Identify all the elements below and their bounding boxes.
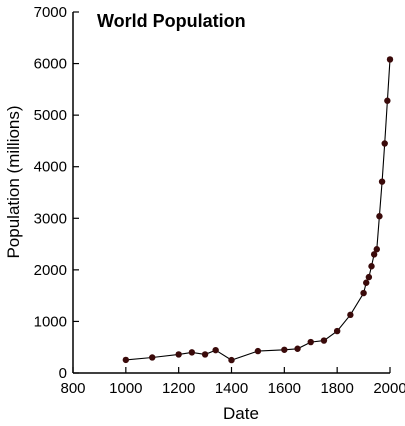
data-point xyxy=(384,97,391,104)
y-tick-label: 2000 xyxy=(34,262,67,279)
data-point xyxy=(381,140,388,147)
data-point xyxy=(386,56,394,63)
x-tick-label: 2000 xyxy=(373,380,405,397)
y-tick-label: 5000 xyxy=(34,107,67,124)
x-axis-title: Date xyxy=(223,404,259,423)
x-tick-label: 1200 xyxy=(162,380,195,397)
data-point xyxy=(320,337,328,344)
y-tick-label: 3000 xyxy=(34,210,67,227)
data-point xyxy=(365,273,373,281)
y-tick-label: 0 xyxy=(59,365,67,382)
data-point xyxy=(294,345,301,352)
data-point xyxy=(149,354,156,361)
axes xyxy=(72,12,390,374)
data-point xyxy=(373,246,380,253)
data-point xyxy=(122,356,130,364)
y-tick-label: 1000 xyxy=(34,313,67,330)
data-points xyxy=(122,56,394,364)
y-axis-title: Population (millions) xyxy=(4,105,23,258)
y-tick-label: 7000 xyxy=(34,4,67,21)
data-point xyxy=(370,251,378,258)
data-point xyxy=(376,213,383,220)
data-point xyxy=(368,263,375,270)
data-point xyxy=(333,327,341,335)
data-point xyxy=(212,346,219,354)
data-point xyxy=(363,279,370,286)
x-tick-label: 1600 xyxy=(268,380,301,397)
data-point xyxy=(281,346,288,353)
y-tick-label: 6000 xyxy=(34,56,67,73)
data-point xyxy=(307,338,314,346)
data-point xyxy=(175,351,182,358)
chart-title: World Population xyxy=(97,11,246,31)
data-point xyxy=(360,289,367,297)
x-tick-label: 1800 xyxy=(320,380,353,397)
data-point xyxy=(347,311,354,319)
data-point xyxy=(201,351,209,358)
data-point xyxy=(378,178,386,185)
data-point xyxy=(188,349,196,356)
x-tick-label: 800 xyxy=(60,380,85,397)
x-tick-label: 1000 xyxy=(109,380,142,397)
x-tick-label: 1400 xyxy=(215,380,248,397)
y-ticks: 0 1000 2000 3000 4000 5000 6000 7000 xyxy=(34,4,79,382)
y-tick-label: 4000 xyxy=(34,159,67,176)
x-ticks: 800 1000 1200 1400 1600 1800 2000 xyxy=(60,367,405,397)
data-point xyxy=(254,347,262,355)
data-point xyxy=(228,356,235,364)
